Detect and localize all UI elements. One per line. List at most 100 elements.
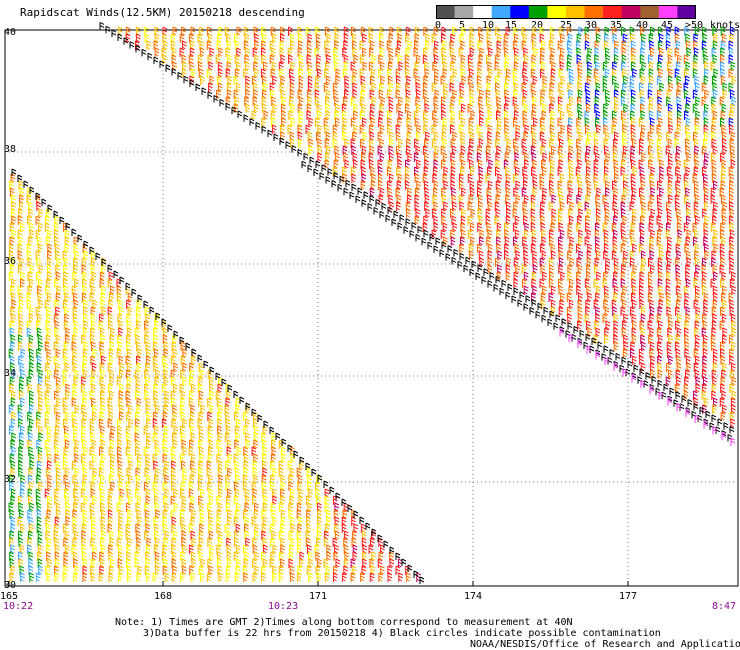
wind-barb [342, 509, 348, 519]
wind-barb [137, 348, 143, 358]
wind-barb [350, 572, 356, 582]
wind-barb [449, 40, 455, 50]
flagged-barb [457, 260, 463, 269]
scale-swatch [640, 5, 660, 19]
wind-barb [512, 236, 518, 246]
wind-barb [720, 110, 726, 120]
wind-barb [144, 327, 150, 337]
flagged-barb [505, 291, 511, 300]
wind-barb [513, 33, 519, 43]
wind-barb [100, 425, 105, 435]
wind-barb [279, 40, 285, 50]
wind-barb [596, 187, 601, 197]
wind-barb [702, 47, 708, 57]
wind-barb [416, 89, 421, 99]
wind-barb [540, 243, 545, 253]
wind-barb [207, 26, 212, 36]
wind-barb [577, 159, 583, 169]
wind-barb [378, 68, 383, 78]
wind-barb [109, 341, 115, 351]
wind-barb [594, 222, 600, 232]
wind-barb [729, 26, 735, 36]
wind-barb [38, 565, 43, 575]
wind-barb [603, 285, 609, 295]
wind-barb [639, 138, 644, 148]
wind-barb [152, 432, 158, 442]
wind-barb [578, 229, 583, 239]
wind-barb [676, 355, 681, 365]
wind-barb [531, 40, 537, 50]
wind-barb [127, 306, 133, 316]
flagged-barb [421, 237, 427, 246]
wind-barb [656, 138, 662, 148]
wind-barb [28, 201, 33, 211]
wind-barb [442, 138, 448, 148]
wind-barb [585, 194, 590, 204]
wind-barb [603, 110, 609, 120]
wind-barb [118, 481, 123, 491]
wind-barb [90, 432, 96, 442]
wind-barb [593, 299, 599, 309]
flagged-barb [395, 552, 401, 560]
wind-barb [326, 551, 332, 561]
wind-barb [234, 40, 240, 50]
wind-barb [614, 264, 619, 274]
wind-barb [423, 26, 429, 36]
wind-barb [189, 502, 195, 512]
wind-barb [692, 103, 698, 113]
wind-barb [685, 166, 691, 176]
wind-barb [180, 551, 185, 561]
flagged-barb [335, 492, 341, 500]
wind-barb [460, 236, 465, 246]
wind-barb [604, 159, 609, 169]
wind-barb [9, 551, 14, 561]
wind-barb [278, 467, 284, 477]
wind-barb [9, 285, 15, 295]
wind-barb [370, 537, 375, 547]
wind-barb [315, 551, 321, 561]
wind-barb [460, 40, 466, 50]
flagged-barb [137, 294, 143, 302]
wind-barb [720, 75, 726, 85]
wind-barb [146, 474, 151, 484]
wind-barb [207, 481, 212, 491]
wind-barb [576, 222, 581, 232]
wind-barb [19, 187, 25, 197]
wind-barb [80, 453, 86, 463]
wind-barb [604, 327, 609, 337]
wind-barb [695, 96, 701, 106]
wind-barb [117, 446, 122, 456]
flagged-barb [399, 214, 405, 222]
flagged-barb [119, 276, 125, 284]
wind-barb [504, 166, 510, 176]
wind-barb [280, 474, 286, 484]
wind-barb [125, 446, 131, 456]
flagged-barb [317, 474, 323, 482]
wind-barb [593, 138, 599, 148]
wind-barb [676, 75, 682, 85]
wind-barb [584, 152, 590, 162]
wind-barb [513, 159, 519, 169]
wind-barb [332, 131, 338, 141]
wind-barb [604, 292, 609, 302]
wind-barb [80, 488, 86, 498]
wind-barb [98, 446, 104, 456]
wind-barb [479, 89, 484, 99]
wind-barb [416, 180, 421, 190]
wind-barb [566, 103, 572, 113]
wind-barb [559, 201, 565, 211]
wind-barb [172, 530, 178, 540]
wind-barb [46, 313, 52, 323]
wind-barb [684, 348, 690, 358]
wind-barb [622, 299, 627, 309]
wind-barb [90, 313, 96, 323]
wind-barb [350, 138, 356, 148]
flagged-barb [469, 268, 475, 277]
wind-barb [693, 362, 699, 372]
wind-barb [612, 194, 618, 204]
wind-barb [577, 264, 583, 274]
wind-barb [701, 166, 707, 176]
wind-barb [676, 54, 682, 64]
wind-barb [722, 362, 727, 372]
wind-barb [324, 40, 329, 50]
